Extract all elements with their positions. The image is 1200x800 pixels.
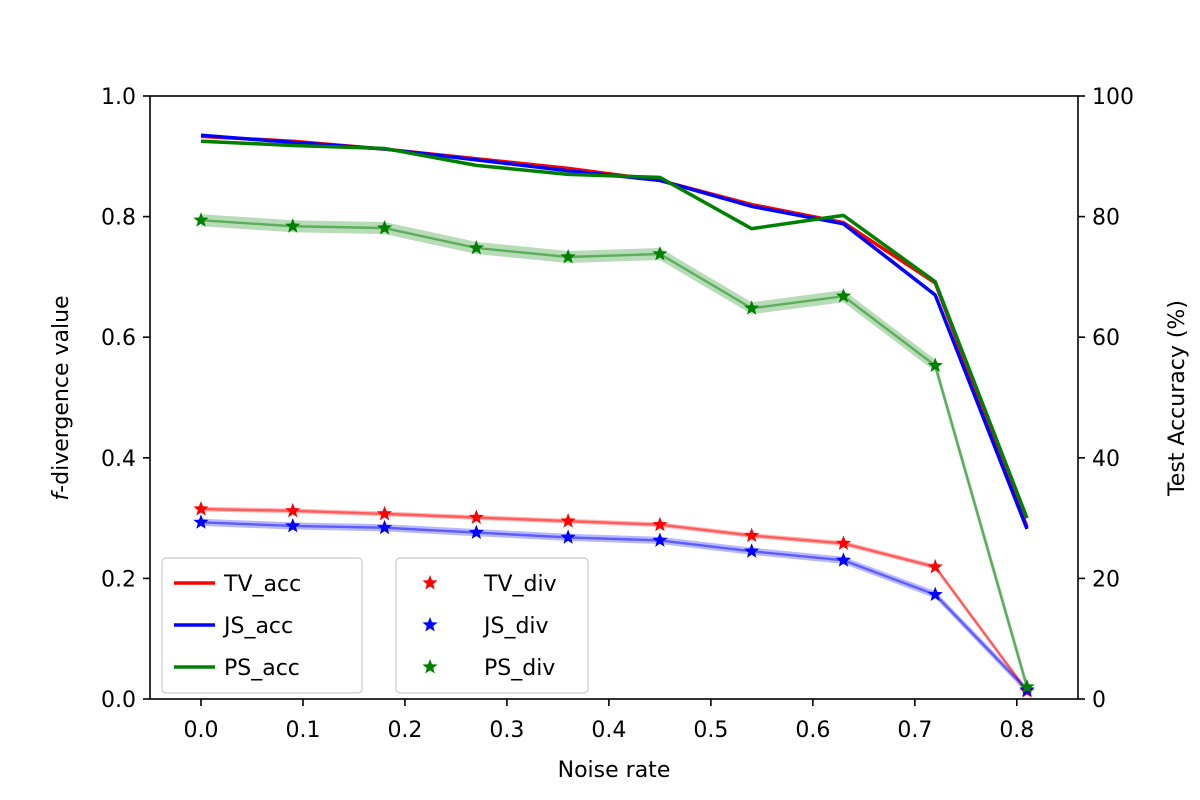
right-tick-label: 60 <box>1092 326 1120 351</box>
legend-tv-div-swatch <box>422 575 438 590</box>
tv-div-line <box>200 507 1028 692</box>
tv-div-marker <box>560 513 576 528</box>
ps-div-marker <box>560 249 576 264</box>
js-div-marker <box>193 514 209 529</box>
right-tick-label: 40 <box>1092 447 1120 472</box>
ps-div-marker <box>927 357 943 373</box>
x-tick-label: 0.1 <box>285 718 320 743</box>
divergence-markers <box>193 212 1035 698</box>
x-axis-label: Noise rate <box>558 758 671 783</box>
right-tick-label: 20 <box>1092 567 1120 592</box>
ps-div-marker <box>285 218 301 233</box>
legend-divergence-frame <box>395 557 589 694</box>
js-div-marker <box>652 532 668 547</box>
tv-div-marker <box>835 535 852 550</box>
js-div-marker <box>835 552 852 567</box>
left-axis-label-prefix: f <box>49 490 74 501</box>
x-tick-label: 0.8 <box>999 718 1034 743</box>
x-tick-label: 0.6 <box>795 718 830 743</box>
tv-div-marker <box>652 516 668 532</box>
left-axis-label-suffix: -divergence value <box>49 295 74 492</box>
x-tick-label: 0.5 <box>693 718 728 743</box>
ps-div-marker <box>652 245 668 261</box>
js-div-marker <box>468 524 484 540</box>
legend-js-div-swatch <box>422 617 438 632</box>
ps-div-marker <box>744 300 760 315</box>
x-tick-label: 0.7 <box>897 718 932 743</box>
left-axis-ticks: 0.0 0.2 0.4 0.6 0.8 1.0 <box>101 85 150 713</box>
js-div-line <box>200 521 1028 691</box>
legend-accuracy-frame <box>161 557 363 694</box>
legend-js-div-label: JS_div <box>482 614 549 639</box>
ps-div-marker <box>468 239 484 255</box>
x-axis-ticks: 0.0 0.1 0.2 0.3 0.4 0.5 0.6 0.7 0.8 <box>183 699 1034 743</box>
ps-acc-line <box>200 139 1029 519</box>
ps-div-marker <box>1019 678 1035 694</box>
js-div-marker <box>285 517 301 533</box>
left-axis-label: f-divergence value <box>49 295 74 500</box>
left-tick-label: 0.2 <box>101 567 136 592</box>
left-tick-label: 1.0 <box>101 85 136 110</box>
legend-divergence: TV_div JS_div PS_div <box>395 557 589 694</box>
x-tick-label: 0.3 <box>489 718 524 743</box>
tv-div-marker <box>468 509 484 524</box>
left-tick-label: 0.6 <box>101 326 136 351</box>
x-tick-label: 0.2 <box>387 718 422 743</box>
legend-accuracy: TV_acc JS_acc PS_acc <box>161 557 363 694</box>
js-div-marker <box>560 529 576 544</box>
js-div-marker <box>927 586 943 602</box>
left-tick-label: 0.0 <box>101 688 136 713</box>
legend-js-acc-label: JS_acc <box>222 614 293 639</box>
right-axis-label: Test Accuracy (%) <box>1165 300 1190 497</box>
ps-div-marker <box>376 220 393 235</box>
plot-frame <box>149 95 1079 700</box>
legend-tv-div-label: TV_div <box>483 572 557 597</box>
right-tick-label: 80 <box>1092 206 1120 231</box>
js-acc-line <box>200 133 1029 530</box>
ps-div-marker <box>835 288 852 303</box>
legend-ps-div-swatch <box>422 659 438 674</box>
ps-div-line <box>200 219 1029 688</box>
tv-div-marker <box>927 558 943 574</box>
x-tick-label: 0.0 <box>183 718 218 743</box>
tv-div-marker <box>376 505 393 521</box>
right-axis-ticks: 0 20 40 60 80 100 <box>1078 85 1134 713</box>
divergence-lines <box>200 219 1029 692</box>
left-tick-label: 0.8 <box>101 206 136 231</box>
js-div-marker <box>376 519 393 535</box>
legend-ps-div-label: PS_div <box>484 656 555 681</box>
accuracy-lines <box>200 133 1029 530</box>
legend-tv-acc-label: TV_acc <box>223 572 301 597</box>
left-tick-label: 0.4 <box>101 447 136 472</box>
right-tick-label: 100 <box>1092 85 1134 110</box>
tv-div-marker <box>193 501 209 516</box>
js-div-marker <box>744 543 760 558</box>
ps-div-marker <box>193 212 209 227</box>
x-tick-label: 0.4 <box>591 718 626 743</box>
tv-div-marker <box>744 527 760 543</box>
right-tick-label: 0 <box>1092 688 1106 713</box>
legend-ps-acc-label: PS_acc <box>224 656 300 681</box>
tv-acc-line <box>200 134 1029 528</box>
tv-div-marker <box>285 502 301 518</box>
